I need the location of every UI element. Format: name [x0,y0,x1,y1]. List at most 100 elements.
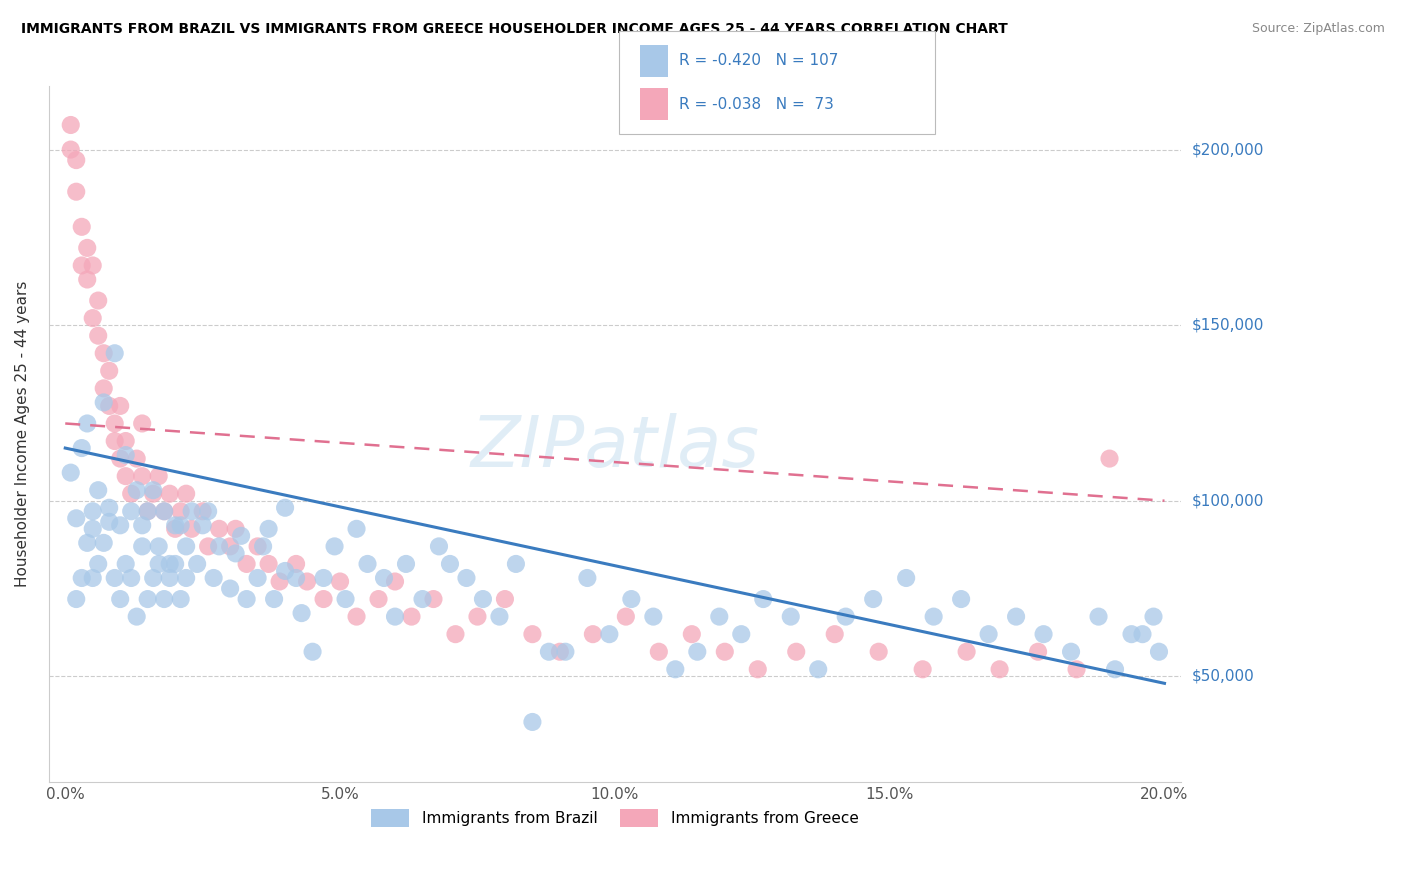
Point [335,592,357,607]
Point [108,592,131,607]
Point [456,571,478,585]
Point [159,557,181,571]
Point [730,627,752,641]
Point [174,486,197,500]
Point [246,571,269,585]
Point [65,185,87,199]
Point [120,504,142,518]
Point [1032,627,1054,641]
Point [312,571,335,585]
Point [522,627,544,641]
Point [598,627,620,641]
Point [554,645,576,659]
Point [59,118,82,132]
Point [235,592,257,607]
Point [664,662,686,676]
Text: $100,000: $100,000 [1192,493,1264,508]
Point [142,486,165,500]
Point [108,399,131,413]
Point [488,609,510,624]
Point [136,504,159,518]
Point [131,518,153,533]
Point [911,662,934,676]
Point [955,645,977,659]
Point [427,540,450,554]
Point [988,662,1011,676]
Point [229,529,252,543]
Point [202,571,225,585]
Point [263,592,285,607]
Point [1026,645,1049,659]
Point [950,592,973,607]
Point [467,609,489,624]
Point [269,574,291,589]
Point [87,557,110,571]
Point [620,592,643,607]
Point [422,592,444,607]
Point [165,522,187,536]
Point [824,627,846,641]
Point [197,504,219,518]
Point [329,574,352,589]
Point [148,557,170,571]
Point [643,609,665,624]
Point [131,540,153,554]
Point [346,522,368,536]
Point [104,434,127,448]
Point [548,645,571,659]
Point [120,571,142,585]
Point [301,645,323,659]
Point [98,515,121,529]
Point [235,557,257,571]
Point [922,609,945,624]
Point [87,328,110,343]
Point [1087,609,1109,624]
Point [219,540,242,554]
Point [136,592,159,607]
Point [411,592,433,607]
Point [977,627,1000,641]
Point [894,571,917,585]
Point [82,259,104,273]
Point [257,522,280,536]
Point [537,645,560,659]
Point [1104,662,1126,676]
Point [98,364,121,378]
Point [65,153,87,167]
Point [153,592,176,607]
Point [87,483,110,498]
Point [1005,609,1028,624]
Point [246,540,269,554]
Point [444,627,467,641]
Point [367,592,389,607]
Point [191,504,214,518]
Point [191,518,214,533]
Point [219,582,242,596]
Point [153,504,176,518]
Point [120,486,142,500]
Point [1060,645,1083,659]
Point [76,417,98,431]
Point [208,522,231,536]
Point [471,592,494,607]
Point [108,518,131,533]
Point [648,645,671,659]
Point [59,466,82,480]
Point [169,518,191,533]
Point [323,540,346,554]
Point [70,259,93,273]
Point [834,609,856,624]
Point [290,606,312,620]
Point [439,557,461,571]
Point [174,571,197,585]
Point [868,645,890,659]
Text: Source: ZipAtlas.com: Source: ZipAtlas.com [1251,22,1385,36]
Point [169,592,191,607]
Text: IMMIGRANTS FROM BRAZIL VS IMMIGRANTS FROM GREECE HOUSEHOLDER INCOME AGES 25 - 44: IMMIGRANTS FROM BRAZIL VS IMMIGRANTS FRO… [21,22,1008,37]
Point [82,522,104,536]
Point [274,500,297,515]
Point [681,627,703,641]
Point [82,504,104,518]
Text: $50,000: $50,000 [1192,669,1254,684]
Point [174,540,197,554]
